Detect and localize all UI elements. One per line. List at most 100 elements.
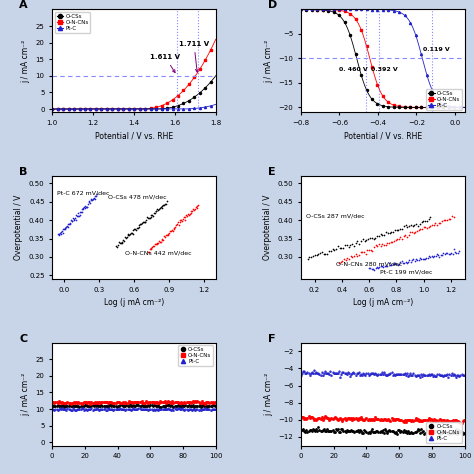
Point [138,219,146,227]
Point [180,213,188,220]
Point [346,241,354,249]
Point [92,192,100,200]
Point [431,219,439,227]
Point [78,209,85,216]
Point [403,259,410,266]
Point [450,213,457,221]
Point [383,262,391,270]
Point [191,205,199,212]
Point [57,228,65,236]
Point [129,230,137,237]
Point [171,226,178,233]
Point [445,216,452,223]
Point [304,255,311,263]
Point [376,263,383,270]
Point [74,210,82,217]
Point [152,207,159,214]
Text: D: D [268,0,277,10]
Point [362,250,369,257]
Point [156,204,164,212]
Point [80,205,87,213]
Point [413,256,421,264]
Point [398,258,405,265]
Point [72,216,80,223]
Point [153,208,160,215]
Point [373,263,381,271]
Point [354,237,361,245]
Text: A: A [19,0,28,10]
Point [411,257,419,265]
Text: O-N-CNs 442 mV/dec: O-N-CNs 442 mV/dec [125,250,191,255]
Point [341,241,349,249]
Point [130,226,138,233]
Point [418,255,425,263]
Point [121,233,129,241]
Point [318,248,326,256]
Point [402,221,410,229]
Point [411,228,419,236]
Point [166,228,174,235]
Point [169,227,176,234]
Point [380,263,387,271]
Point [148,243,156,250]
Point [159,204,166,211]
Point [117,239,125,247]
Point [155,207,162,214]
Point [412,221,420,228]
Point [136,221,143,228]
Point [361,237,368,245]
Point [336,244,344,251]
Point [145,248,153,255]
Point [382,228,390,235]
Point [348,240,356,248]
Point [444,249,451,256]
Point [397,233,404,241]
Point [193,204,201,211]
X-axis label: Potential / V vs. RHE: Potential / V vs. RHE [95,131,173,140]
Point [344,254,351,262]
Text: O-N-CNs 280 mV/dec: O-N-CNs 280 mV/dec [337,262,403,267]
Point [367,246,374,254]
Point [160,236,167,243]
Point [69,217,76,225]
Point [84,200,92,208]
Point [401,259,408,266]
Point [449,250,456,258]
Point [141,218,148,226]
Point [144,214,152,221]
Point [60,225,68,233]
Point [76,209,83,216]
Point [83,203,91,210]
Point [413,227,421,234]
Point [373,232,381,240]
Point [408,256,416,264]
Point [71,214,79,222]
Point [139,219,146,226]
Text: 0.392 V: 0.392 V [371,67,398,72]
Point [378,262,386,270]
Point [59,225,67,233]
Point [377,230,384,238]
Point [415,226,422,234]
Point [395,260,403,268]
Point [405,231,412,238]
Point [358,248,366,255]
Point [419,217,427,225]
Point [337,258,345,265]
Point [365,246,373,253]
Point [189,205,197,213]
Point [114,241,122,248]
Point [437,219,444,227]
Point [77,209,85,216]
Point [418,218,425,226]
Point [64,220,72,228]
Point [194,201,202,209]
Point [428,221,436,228]
Point [320,251,328,258]
Text: F: F [268,334,276,344]
Point [88,196,96,204]
Point [55,232,63,239]
Point [125,230,132,238]
Point [62,225,69,232]
Point [401,232,409,239]
